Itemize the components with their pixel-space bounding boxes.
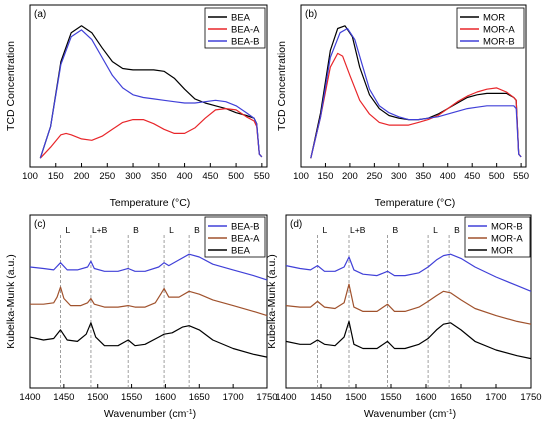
x-tick-label: 350 [415, 171, 431, 182]
x-tick-label: 1750 [256, 392, 277, 403]
x-tick-label: 1750 [520, 392, 541, 403]
series-line-mor-a [310, 52, 522, 159]
series-line-bea-a [30, 286, 268, 317]
legend-label: BEA-B [231, 222, 260, 233]
y-axis-label: Kubelka-Munk (a.u.) [5, 254, 17, 349]
plot-frame [285, 214, 532, 389]
series-line-bea-a [39, 108, 263, 159]
x-tick-label: 250 [366, 171, 382, 182]
x-tick-label: 500 [228, 171, 244, 182]
x-tick-label: 1450 [53, 392, 74, 403]
x-axis-label: Wavenumber (cm-1) [364, 408, 456, 420]
x-axis-label-end: ) [193, 408, 197, 420]
panel-label: (d) [290, 219, 302, 230]
panel-label: (b) [305, 9, 317, 20]
x-tick-label: 250 [99, 171, 115, 182]
legend-label: BEA-A [231, 25, 260, 36]
x-tick-label: 150 [318, 171, 334, 182]
x-tick-label: 1400 [275, 392, 296, 403]
series-line-bea-b [29, 253, 268, 281]
panel-a: 100 150 200 250 300 350 400 450 500 550 BEABEA-ABE… [5, 4, 270, 209]
band-label: L [169, 225, 174, 235]
x-tick-label: 150 [48, 171, 64, 182]
x-tick-label: 1700 [485, 392, 506, 403]
x-tick-label: 300 [391, 171, 407, 182]
x-tick-label: 400 [177, 171, 193, 182]
panel-label: (a) [34, 9, 46, 20]
plot-frame [300, 4, 527, 168]
x-axis-label: Temperature (°C) [375, 197, 456, 209]
y-axis-label: TCD Concentration [5, 41, 17, 131]
band-label: L+B [350, 225, 366, 235]
x-axis-label: Temperature (°C) [110, 197, 191, 209]
series-line-mor-b [310, 27, 522, 159]
band-label: L [433, 225, 438, 235]
x-tick-label: 350 [151, 171, 167, 182]
plot-frame [29, 4, 268, 168]
legend-label: MOR-A [483, 25, 515, 36]
x-axis-label: Wavenumber (cm-1) [104, 408, 196, 420]
band-label: B [454, 225, 460, 235]
series-line-mor-a [285, 283, 532, 325]
panel-label: (c) [34, 219, 46, 230]
series-line-mor-b [285, 253, 532, 292]
x-tick-label: 1550 [380, 392, 401, 403]
x-tick-label: 1650 [189, 392, 210, 403]
x-tick-label: 1600 [155, 392, 176, 403]
legend-label: MOR-B [491, 222, 523, 233]
band-label: B [393, 225, 399, 235]
x-tick-label: 550 [254, 171, 270, 182]
plot-frame [29, 214, 268, 389]
legend-label: BEA-B [231, 37, 260, 48]
x-tick-label: 1700 [223, 392, 244, 403]
x-axis-label-sup: -1 [446, 409, 452, 416]
x-tick-label: 100 [293, 171, 309, 182]
x-tick-label: 1650 [450, 392, 471, 403]
legend-label: MOR [483, 13, 505, 24]
series-line-bea [29, 322, 268, 358]
legend-label: MOR [491, 246, 513, 257]
x-tick-label: 400 [440, 171, 456, 182]
legend-label: BEA [231, 246, 251, 257]
x-tick-label: 200 [74, 171, 90, 182]
x-tick-label: 100 [22, 171, 38, 182]
x-tick-label: 550 [513, 171, 529, 182]
series-line-mor [285, 320, 532, 360]
x-tick-label: 500 [489, 171, 505, 182]
x-tick-label: 1500 [345, 392, 366, 403]
y-axis-label: Kubelka-Munk (a.u.) [266, 254, 278, 349]
series-line-bea [39, 25, 263, 159]
legend-label: MOR-B [483, 37, 515, 48]
legend-label: BEA [231, 13, 251, 24]
series-line-bea-b [39, 29, 263, 159]
x-tick-label: 1550 [121, 392, 142, 403]
band-label: L+B [92, 225, 108, 235]
x-axis-label-end: ) [453, 408, 457, 420]
x-tick-label: 1500 [87, 392, 108, 403]
legend-label: BEA-A [231, 234, 260, 245]
x-axis-label-sup: -1 [186, 409, 192, 416]
x-tick-label: 1450 [310, 392, 331, 403]
x-tick-label: 450 [464, 171, 480, 182]
y-axis-label: TCD Concentration [276, 41, 288, 131]
band-label: B [133, 225, 139, 235]
x-tick-label: 1600 [415, 392, 436, 403]
band-label: L [323, 225, 328, 235]
legend-label: MOR-A [491, 234, 523, 245]
band-label: B [194, 225, 200, 235]
x-tick-label: 300 [125, 171, 141, 182]
x-tick-label: 450 [202, 171, 218, 182]
x-tick-label: 200 [342, 171, 358, 182]
x-tick-label: 1400 [19, 392, 40, 403]
band-label: L [65, 225, 70, 235]
panel-b: 100 150 200 250 300 350 400 450 500 550 MORMOR-AMO… [276, 4, 529, 209]
